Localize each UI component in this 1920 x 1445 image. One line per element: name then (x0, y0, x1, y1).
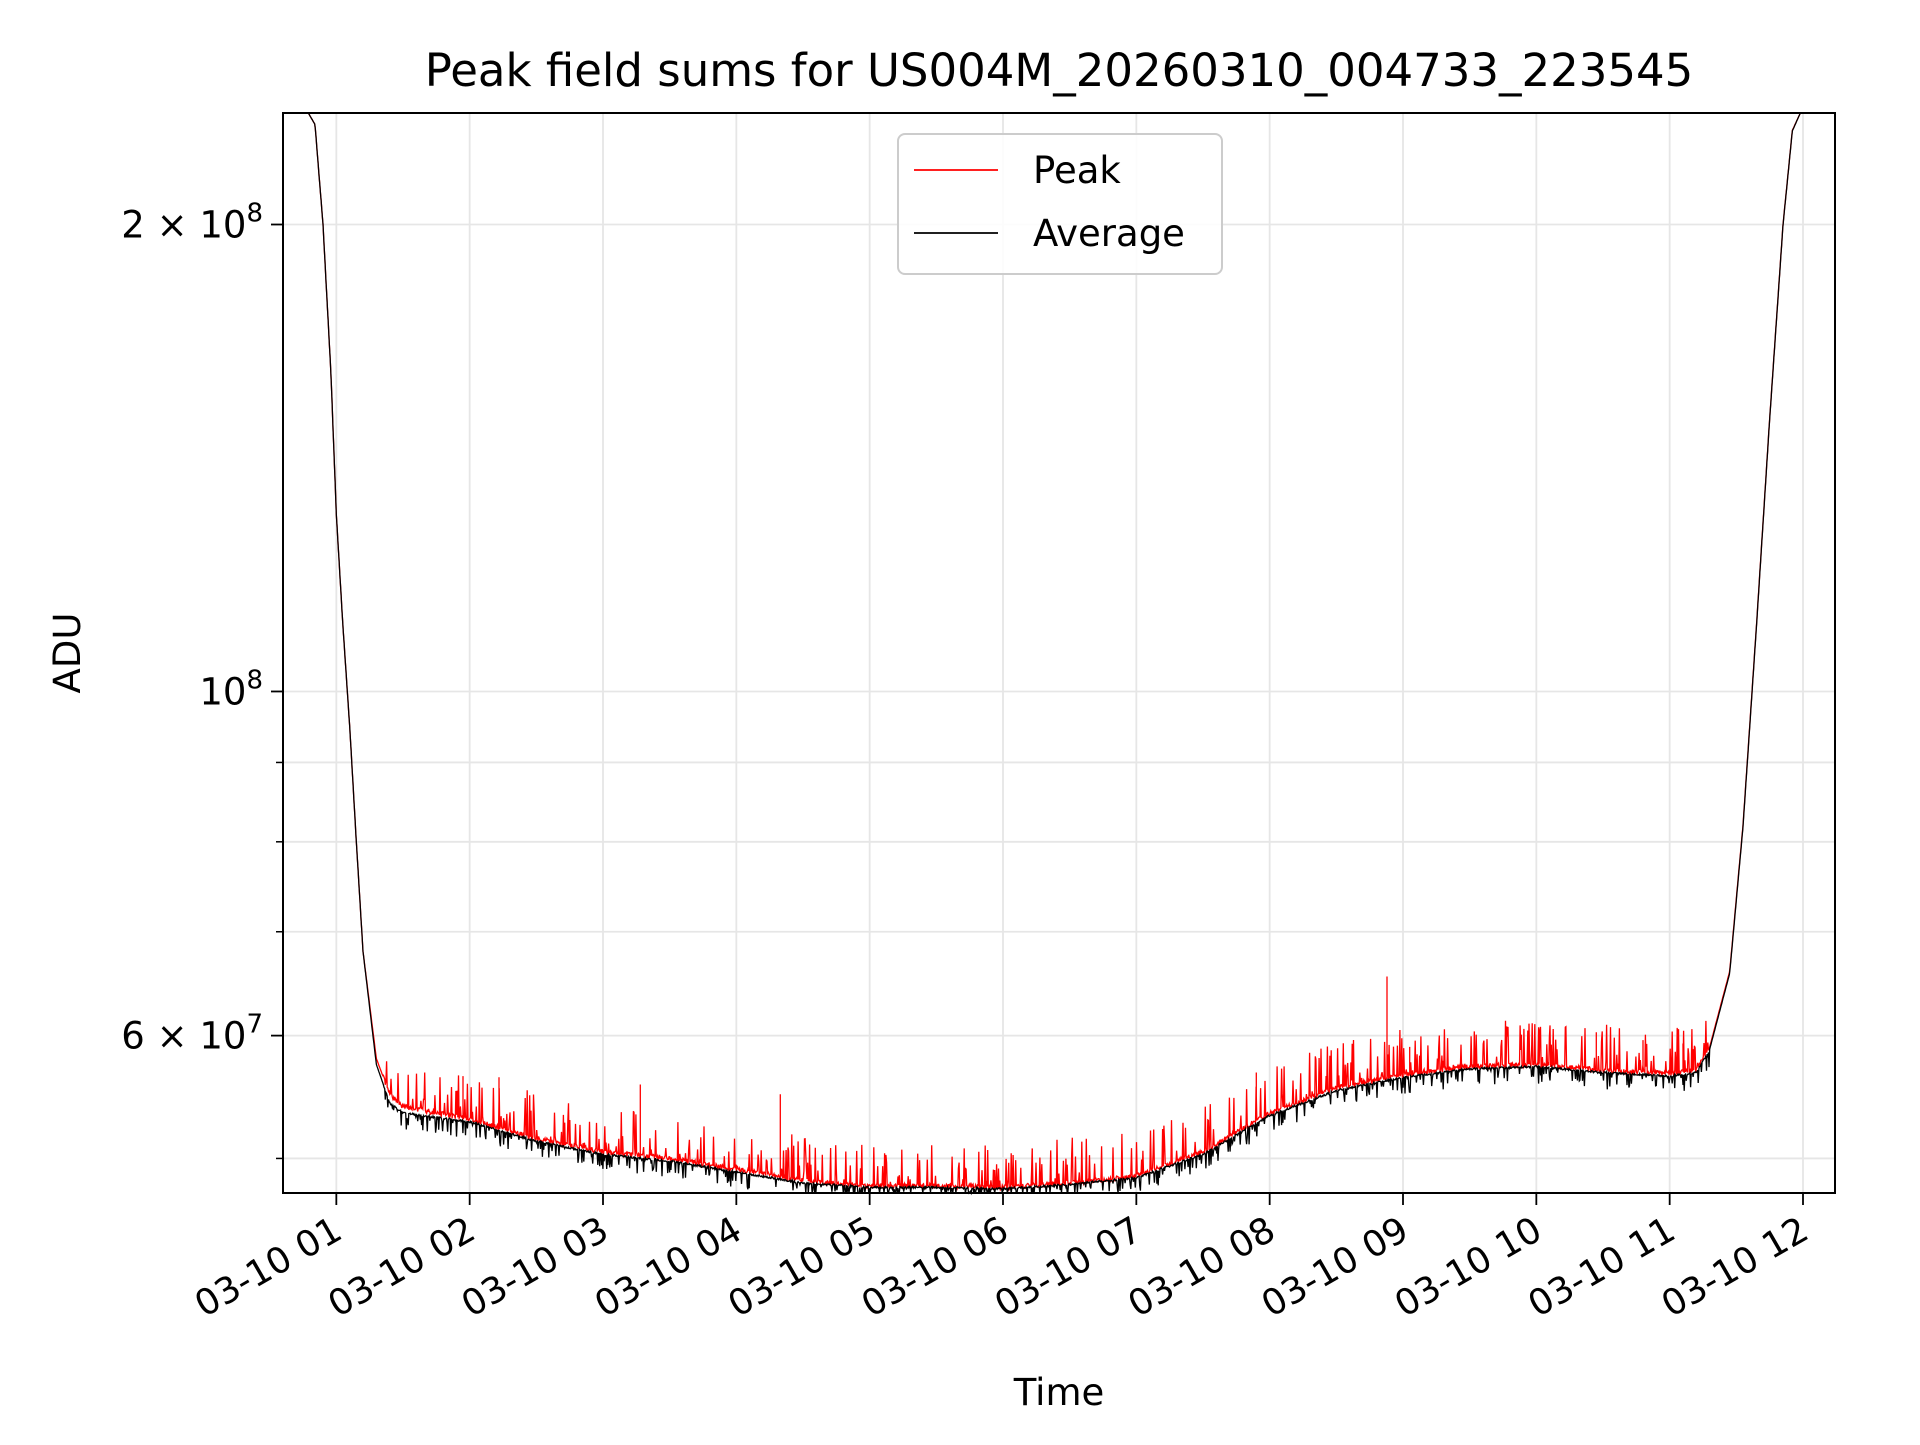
legend-label-peak: Peak (1033, 149, 1121, 192)
legend: Peak Average (897, 133, 1223, 275)
plot-frame (282, 112, 1836, 1194)
x-tick-label: 03-10 07 (988, 1209, 1149, 1325)
x-tick-label: 03-10 06 (855, 1209, 1016, 1325)
y-tick-label: 108 (199, 665, 263, 713)
x-tick-label: 03-10 10 (1388, 1209, 1549, 1325)
grid-layer (283, 113, 1835, 1193)
series-peak-line (307, 112, 1835, 1193)
x-axis-label: Time (1013, 1371, 1105, 1414)
legend-box (897, 133, 1223, 275)
series-layer (307, 112, 1835, 1196)
x-tick-label: 03-10 09 (1255, 1209, 1416, 1325)
y-axis-label: ADU (46, 613, 89, 694)
legend-label-average: Average (1033, 212, 1185, 255)
x-tick-label: 03-10 03 (455, 1209, 616, 1325)
chart-title: Peak field sums for US004M_20260310_0047… (425, 44, 1694, 97)
y-tick-label: 6 × 107 (121, 1010, 263, 1058)
x-tick-label: 03-10 08 (1121, 1209, 1282, 1325)
x-tick-label: 03-10 04 (588, 1209, 749, 1325)
x-tick-label: 03-10 02 (321, 1209, 482, 1325)
y-tick-label: 2 × 108 (121, 199, 263, 247)
series-average-line (307, 112, 1835, 1196)
x-tick-label: 03-10 11 (1521, 1209, 1682, 1325)
x-tick-label: 03-10 05 (721, 1209, 882, 1325)
x-tick-label: 03-10 01 (188, 1209, 349, 1325)
x-tick-label: 03-10 12 (1655, 1209, 1816, 1325)
